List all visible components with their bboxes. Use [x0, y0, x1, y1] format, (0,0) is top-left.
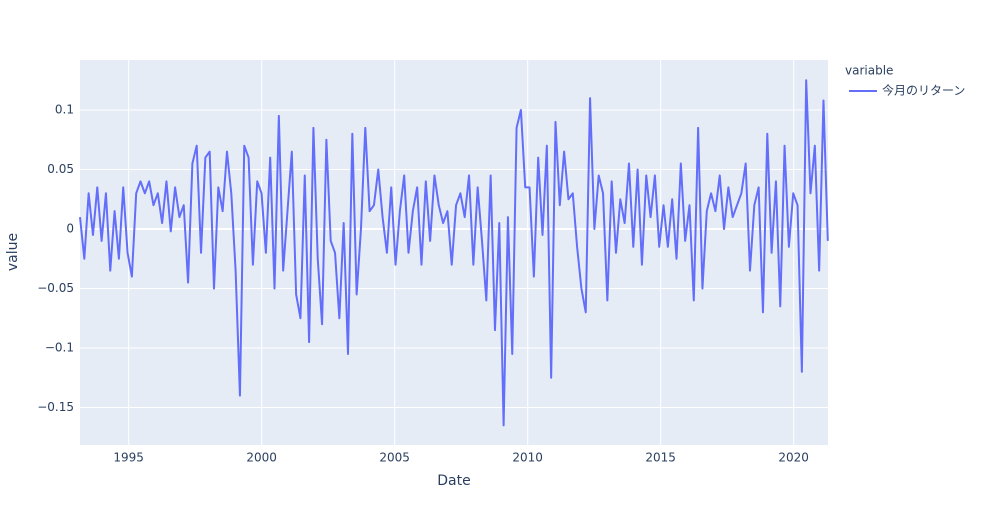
line-series: [79, 79, 829, 427]
y-axis-title: value: [5, 233, 21, 271]
plot-background: [80, 60, 828, 445]
legend-title: variable: [845, 64, 893, 78]
y-tick-label: 0: [66, 221, 74, 235]
legend-label: 今月のリターン: [882, 83, 965, 98]
x-axis-title: Date: [437, 473, 470, 489]
x-tick-label: 2015: [645, 451, 676, 465]
y-tick-label: 0.05: [47, 162, 74, 176]
x-tick-label: 2020: [778, 451, 809, 465]
y-tick-label: −0.1: [45, 341, 74, 355]
x-tick-label: 1995: [113, 451, 144, 465]
y-tick-label: −0.05: [37, 281, 74, 295]
x-tick-label: 2005: [379, 451, 410, 465]
y-tick-label: 0.1: [55, 102, 74, 116]
x-tick-label: 2000: [246, 451, 277, 465]
y-tick-label: −0.15: [37, 400, 74, 414]
x-tick-label: 2010: [512, 451, 543, 465]
